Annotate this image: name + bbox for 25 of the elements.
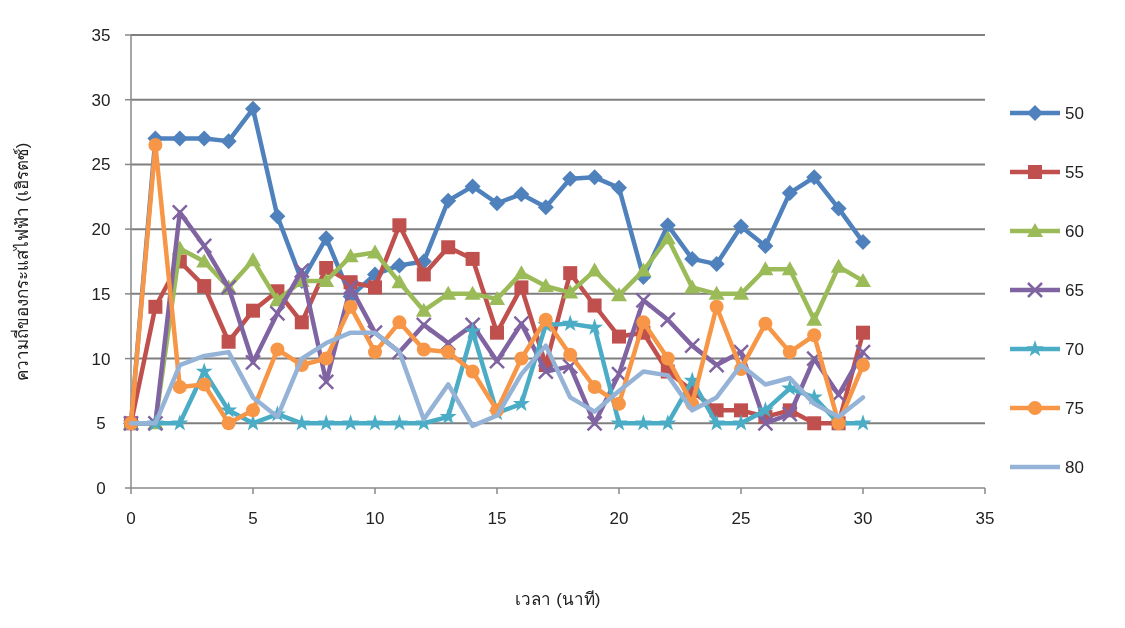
y-tick-label: 5 — [96, 414, 106, 434]
legend-label: 75 — [1065, 399, 1084, 418]
x-tick-label: 10 — [365, 509, 385, 528]
x-axis-title: เวลา (นาที) — [515, 590, 601, 609]
x-tick-label: 15 — [487, 509, 507, 528]
x-tick-label: 35 — [975, 509, 995, 528]
x-tick-label: 0 — [126, 509, 136, 528]
y-tick-label: 20 — [91, 220, 111, 240]
y-tick-label: 0 — [96, 479, 106, 498]
y-tick-label: 35 — [91, 26, 111, 45]
x-tick-label: 30 — [853, 509, 873, 528]
legend-label: 50 — [1065, 104, 1084, 123]
legend-label: 55 — [1065, 163, 1084, 182]
y-tick-label: 10 — [91, 349, 111, 369]
legend-label: 70 — [1065, 340, 1084, 359]
x-tick-label: 20 — [609, 509, 629, 528]
y-tick-label: 25 — [91, 155, 111, 175]
legend-label: 80 — [1065, 458, 1084, 477]
x-tick-label: 25 — [731, 509, 751, 528]
x-tick-label: 5 — [248, 509, 258, 528]
legend-label: 65 — [1065, 281, 1084, 300]
y-axis-title: ความถี่ของกระแสไฟฟ้า (เฮิรตซ์) — [10, 142, 32, 381]
y-tick-label: 30 — [91, 90, 111, 110]
y-tick-label: 15 — [91, 284, 111, 304]
legend-label: 60 — [1065, 222, 1084, 241]
